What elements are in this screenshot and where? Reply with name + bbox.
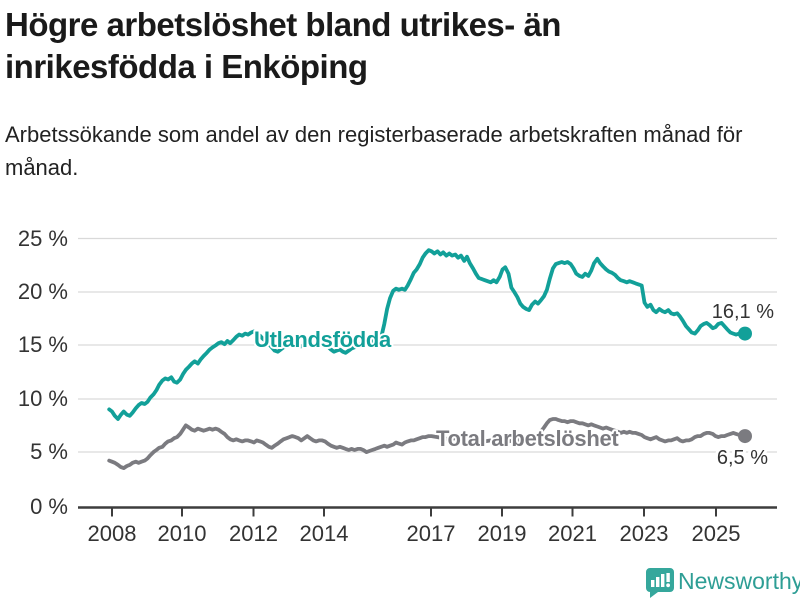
x-tick-label-2023: 2023 — [620, 521, 669, 546]
utlandsfodda-end-dot — [738, 326, 752, 341]
newsworthy-logo-icon — [646, 568, 674, 598]
chart-subtitle: Arbetssökande som andel av den registerb… — [5, 122, 743, 180]
y-tick-label-15: 15 % — [18, 332, 68, 357]
bar-tall — [661, 574, 665, 587]
y-tick-label-5: 5 % — [30, 439, 68, 464]
x-tick-label-2014: 2014 — [300, 521, 349, 546]
x-tick-label-2012: 2012 — [229, 521, 278, 546]
y-axis-labels: 25 % 20 % 15 % 10 % 5 % 0 % — [18, 226, 68, 519]
y-tick-label-0: 0 % — [30, 494, 68, 519]
total-arbetsloshet-end-dot — [738, 429, 752, 444]
bar-medium — [656, 577, 660, 587]
exclamation-dot — [666, 583, 670, 588]
chart-title-line2: inrikesfödda i Enköping — [5, 48, 368, 85]
newsworthy-wordmark: Newsworthy — [678, 568, 800, 594]
y-tick-label-25: 25 % — [18, 226, 68, 251]
utlandsfodda-series-label: Utlandsfödda — [254, 327, 392, 352]
utlandsfodda-end-value-label: 16,1 % — [712, 301, 774, 323]
gridlines — [78, 237, 777, 453]
x-tick-label-2021: 2021 — [548, 521, 597, 546]
total-arbetsloshet-series-label: Total arbetslöshet — [436, 426, 619, 451]
bar-small — [651, 580, 655, 587]
x-tick-label-2017: 2017 — [407, 521, 456, 546]
y-tick-label-10: 10 % — [18, 386, 68, 411]
total-arbetsloshet-end-value-label: 6,5 % — [717, 447, 768, 469]
total-arbetsloshet-line — [107, 417, 747, 471]
x-tick-label-2025: 2025 — [692, 521, 741, 546]
x-tick-label-2008: 2008 — [88, 521, 137, 546]
utlandsfodda-line — [107, 248, 747, 421]
x-axis-ticks — [111, 507, 717, 517]
y-tick-label-20: 20 % — [18, 279, 68, 304]
x-tick-label-2010: 2010 — [158, 521, 207, 546]
speech-bubble-shape — [646, 568, 674, 598]
chart-title-line1: Högre arbetslöshet bland utrikes- än — [5, 6, 561, 43]
chart-title: Högre arbetslöshet bland utrikes- än inr… — [5, 4, 705, 88]
exclamation-stem — [666, 573, 670, 582]
x-tick-label-2019: 2019 — [478, 521, 527, 546]
x-axis-labels: 2008 2010 2012 2014 2017 2019 2021 2023 … — [88, 521, 741, 546]
